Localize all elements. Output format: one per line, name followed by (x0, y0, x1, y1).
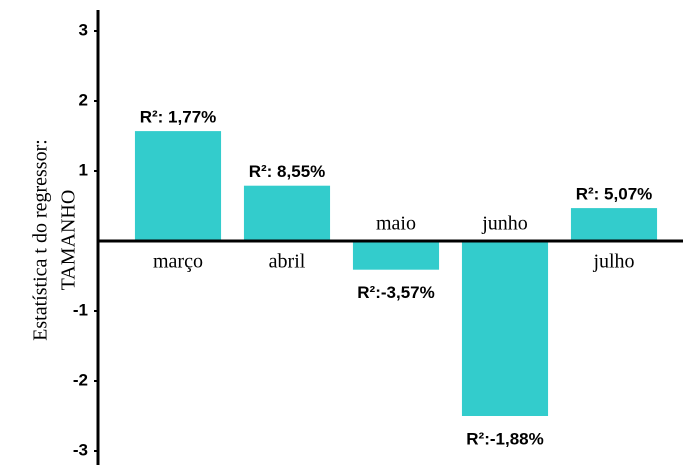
bar (243, 185, 331, 241)
y-tick-label: 3 (79, 20, 88, 39)
annotation: R²: 1,77% (140, 108, 217, 127)
y-tick-label: -1 (73, 300, 88, 319)
y-tick-label: -2 (73, 370, 88, 389)
annotation: R²: 5,07% (576, 185, 653, 204)
y-axis-label: TAMANHO (58, 190, 80, 291)
y-axis-label: Estatística t do regressor: (30, 139, 52, 341)
x-tick-label: maio (376, 213, 416, 235)
annotation: R²: 8,55% (249, 162, 326, 181)
x-tick-label: março (153, 251, 203, 273)
bar (461, 241, 549, 416)
x-tick-label: julho (592, 251, 634, 273)
x-tick-label: junho (481, 213, 528, 235)
bar (352, 241, 440, 270)
y-tick-label: -3 (73, 440, 88, 459)
bar (570, 208, 658, 241)
annotation: R²:-3,57% (357, 283, 434, 302)
bar (134, 131, 222, 241)
x-tick-label: abril (269, 251, 306, 273)
annotation: R²:-1,88% (466, 429, 543, 448)
y-tick-label: 1 (79, 160, 88, 179)
y-tick-label: 2 (79, 90, 88, 109)
